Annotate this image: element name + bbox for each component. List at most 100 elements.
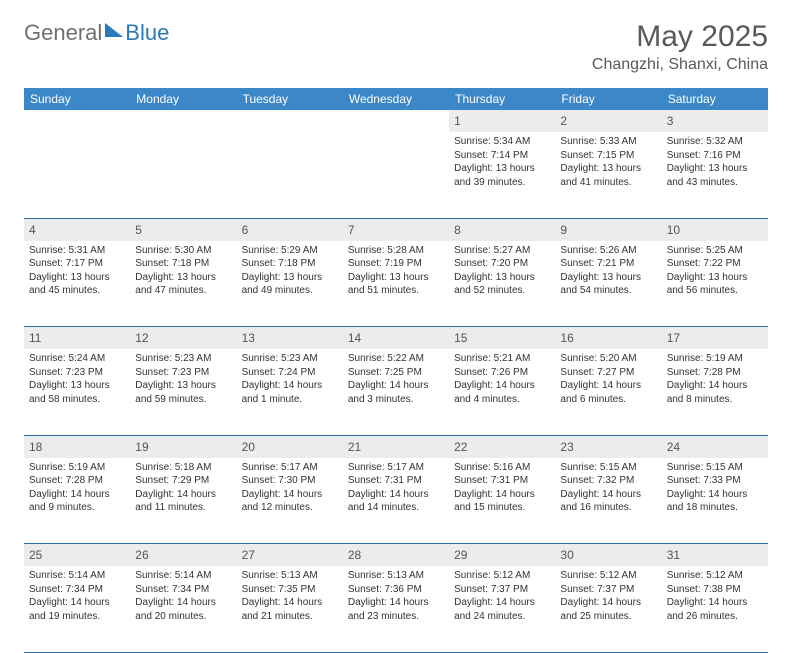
day-data-cell: Sunrise: 5:13 AM Sunset: 7:35 PM Dayligh… (237, 566, 343, 652)
day-number-cell: 7 (343, 218, 449, 241)
day-number-cell: 5 (130, 218, 236, 241)
day-number-cell: 10 (662, 218, 768, 241)
day-data-cell: Sunrise: 5:33 AM Sunset: 7:15 PM Dayligh… (555, 132, 661, 218)
day-number-cell: 19 (130, 435, 236, 458)
day-number: 1 (454, 114, 461, 128)
day-data-cell: Sunrise: 5:18 AM Sunset: 7:29 PM Dayligh… (130, 458, 236, 544)
day-number-cell: 22 (449, 435, 555, 458)
day-number-cell: 18 (24, 435, 130, 458)
sunrise-sunset-text: Sunrise: 5:21 AM Sunset: 7:26 PM Dayligh… (454, 352, 550, 406)
weekday-monday: Monday (130, 88, 236, 110)
day-data-cell: Sunrise: 5:19 AM Sunset: 7:28 PM Dayligh… (662, 349, 768, 435)
day-data-cell: Sunrise: 5:14 AM Sunset: 7:34 PM Dayligh… (24, 566, 130, 652)
sunrise-sunset-text: Sunrise: 5:17 AM Sunset: 7:31 PM Dayligh… (348, 461, 444, 515)
day-number-cell: 24 (662, 435, 768, 458)
day-number-cell: 1 (449, 110, 555, 132)
day-data-cell: Sunrise: 5:23 AM Sunset: 7:23 PM Dayligh… (130, 349, 236, 435)
day-data-row: Sunrise: 5:34 AM Sunset: 7:14 PM Dayligh… (24, 132, 768, 218)
day-number: 5 (135, 223, 142, 237)
sunrise-sunset-text: Sunrise: 5:27 AM Sunset: 7:20 PM Dayligh… (454, 244, 550, 298)
day-data-row: Sunrise: 5:19 AM Sunset: 7:28 PM Dayligh… (24, 458, 768, 544)
day-data-cell: Sunrise: 5:22 AM Sunset: 7:25 PM Dayligh… (343, 349, 449, 435)
day-number: 15 (454, 331, 467, 345)
location-label: Changzhi, Shanxi, China (592, 56, 768, 74)
weekday-thursday: Thursday (449, 88, 555, 110)
day-number-cell: 9 (555, 218, 661, 241)
day-number: 4 (29, 223, 36, 237)
day-data-cell (343, 132, 449, 218)
day-number: 7 (348, 223, 355, 237)
sunrise-sunset-text: Sunrise: 5:15 AM Sunset: 7:32 PM Dayligh… (560, 461, 656, 515)
day-data-cell: Sunrise: 5:23 AM Sunset: 7:24 PM Dayligh… (237, 349, 343, 435)
day-data-cell: Sunrise: 5:12 AM Sunset: 7:38 PM Dayligh… (662, 566, 768, 652)
day-data-row: Sunrise: 5:14 AM Sunset: 7:34 PM Dayligh… (24, 566, 768, 652)
day-data-cell: Sunrise: 5:16 AM Sunset: 7:31 PM Dayligh… (449, 458, 555, 544)
day-number: 10 (667, 223, 680, 237)
day-number: 8 (454, 223, 461, 237)
weekday-friday: Friday (555, 88, 661, 110)
day-number-cell: 3 (662, 110, 768, 132)
month-title: May 2025 (592, 20, 768, 54)
sunrise-sunset-text: Sunrise: 5:25 AM Sunset: 7:22 PM Dayligh… (667, 244, 763, 298)
day-number-cell: 23 (555, 435, 661, 458)
sunrise-sunset-text: Sunrise: 5:29 AM Sunset: 7:18 PM Dayligh… (242, 244, 338, 298)
day-data-cell: Sunrise: 5:14 AM Sunset: 7:34 PM Dayligh… (130, 566, 236, 652)
day-data-cell: Sunrise: 5:15 AM Sunset: 7:33 PM Dayligh… (662, 458, 768, 544)
day-data-cell: Sunrise: 5:17 AM Sunset: 7:30 PM Dayligh… (237, 458, 343, 544)
day-number-cell: 30 (555, 544, 661, 567)
day-data-cell: Sunrise: 5:12 AM Sunset: 7:37 PM Dayligh… (449, 566, 555, 652)
day-data-cell: Sunrise: 5:26 AM Sunset: 7:21 PM Dayligh… (555, 241, 661, 327)
day-number: 22 (454, 440, 467, 454)
sunrise-sunset-text: Sunrise: 5:34 AM Sunset: 7:14 PM Dayligh… (454, 135, 550, 189)
day-number-cell: 31 (662, 544, 768, 567)
day-number-cell: 17 (662, 327, 768, 350)
sunrise-sunset-text: Sunrise: 5:18 AM Sunset: 7:29 PM Dayligh… (135, 461, 231, 515)
sunrise-sunset-text: Sunrise: 5:15 AM Sunset: 7:33 PM Dayligh… (667, 461, 763, 515)
sunrise-sunset-text: Sunrise: 5:33 AM Sunset: 7:15 PM Dayligh… (560, 135, 656, 189)
sunrise-sunset-text: Sunrise: 5:13 AM Sunset: 7:36 PM Dayligh… (348, 569, 444, 623)
day-data-cell: Sunrise: 5:30 AM Sunset: 7:18 PM Dayligh… (130, 241, 236, 327)
day-data-cell (24, 132, 130, 218)
daynum-row: 25262728293031 (24, 544, 768, 567)
daynum-row: 18192021222324 (24, 435, 768, 458)
day-data-cell: Sunrise: 5:17 AM Sunset: 7:31 PM Dayligh… (343, 458, 449, 544)
daynum-row: 1 23 (24, 110, 768, 132)
day-data-cell: Sunrise: 5:25 AM Sunset: 7:22 PM Dayligh… (662, 241, 768, 327)
day-number-cell: 2 (555, 110, 661, 132)
sunrise-sunset-text: Sunrise: 5:24 AM Sunset: 7:23 PM Dayligh… (29, 352, 125, 406)
weekday-sunday: Sunday (24, 88, 130, 110)
day-number: 6 (242, 223, 249, 237)
day-number-cell (343, 110, 449, 132)
day-number-cell: 26 (130, 544, 236, 567)
day-data-cell: Sunrise: 5:29 AM Sunset: 7:18 PM Dayligh… (237, 241, 343, 327)
day-number: 17 (667, 331, 680, 345)
day-number-cell: 16 (555, 327, 661, 350)
day-data-row: Sunrise: 5:31 AM Sunset: 7:17 PM Dayligh… (24, 241, 768, 327)
sunrise-sunset-text: Sunrise: 5:19 AM Sunset: 7:28 PM Dayligh… (29, 461, 125, 515)
day-number: 23 (560, 440, 573, 454)
day-data-cell: Sunrise: 5:21 AM Sunset: 7:26 PM Dayligh… (449, 349, 555, 435)
day-number-cell: 21 (343, 435, 449, 458)
day-number: 19 (135, 440, 148, 454)
weekday-tuesday: Tuesday (237, 88, 343, 110)
sunrise-sunset-text: Sunrise: 5:14 AM Sunset: 7:34 PM Dayligh… (135, 569, 231, 623)
sunrise-sunset-text: Sunrise: 5:20 AM Sunset: 7:27 PM Dayligh… (560, 352, 656, 406)
day-data-cell (130, 132, 236, 218)
day-number-cell: 6 (237, 218, 343, 241)
day-data-cell: Sunrise: 5:13 AM Sunset: 7:36 PM Dayligh… (343, 566, 449, 652)
logo-text-blue: Blue (125, 20, 169, 46)
day-number: 11 (29, 331, 41, 345)
day-number-cell: 27 (237, 544, 343, 567)
logo: General Blue (24, 20, 169, 46)
sunrise-sunset-text: Sunrise: 5:23 AM Sunset: 7:24 PM Dayligh… (242, 352, 338, 406)
day-data-cell: Sunrise: 5:31 AM Sunset: 7:17 PM Dayligh… (24, 241, 130, 327)
day-number-cell (24, 110, 130, 132)
header: General Blue May 2025 Changzhi, Shanxi, … (24, 20, 768, 74)
day-number: 14 (348, 331, 361, 345)
day-data-cell: Sunrise: 5:15 AM Sunset: 7:32 PM Dayligh… (555, 458, 661, 544)
day-number: 24 (667, 440, 680, 454)
day-number: 3 (667, 114, 674, 128)
day-data-cell: Sunrise: 5:34 AM Sunset: 7:14 PM Dayligh… (449, 132, 555, 218)
day-number-cell: 28 (343, 544, 449, 567)
sunrise-sunset-text: Sunrise: 5:22 AM Sunset: 7:25 PM Dayligh… (348, 352, 444, 406)
